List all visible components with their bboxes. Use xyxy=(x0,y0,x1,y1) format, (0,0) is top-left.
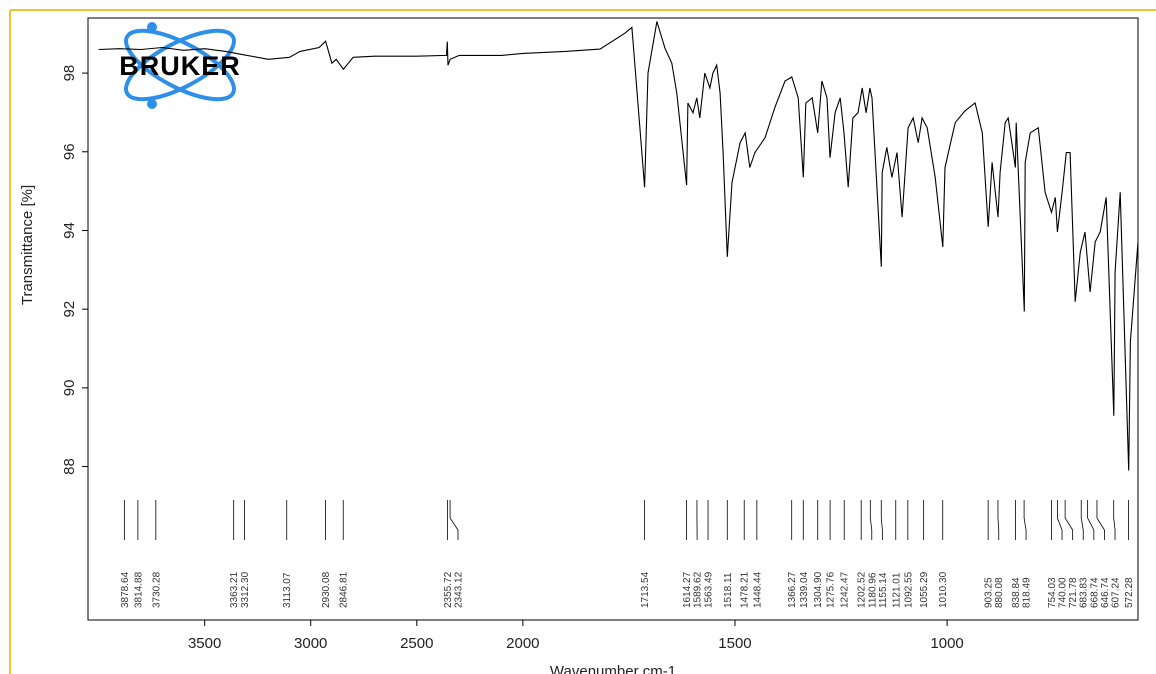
logo: BRUKER xyxy=(119,22,241,109)
logo-orbit xyxy=(124,28,236,102)
y-tick-label: 98 xyxy=(61,65,78,82)
x-tick-label: 1500 xyxy=(718,635,751,652)
peak-marker xyxy=(869,500,873,540)
peak-marker xyxy=(1056,500,1063,540)
y-axis-label: Transmittance [%] xyxy=(19,185,36,305)
plot-frame xyxy=(87,17,1139,621)
peak-label: 1242.47 xyxy=(840,571,851,608)
peak-label: 1448.44 xyxy=(752,571,763,608)
peak-label: 1055.29 xyxy=(919,571,930,608)
peak-label: 880.08 xyxy=(994,577,1005,608)
x-axis-label: Wavenumber cm-1 xyxy=(550,663,676,674)
peak-label: 2930.08 xyxy=(321,571,332,608)
peak-label: 1304.90 xyxy=(813,571,824,608)
peak-label: 1563.49 xyxy=(704,571,715,608)
peak-label: 668.74 xyxy=(1089,577,1100,608)
logo-dot xyxy=(147,99,157,109)
x-tick-label: 3500 xyxy=(188,635,221,652)
peak-marker xyxy=(1096,500,1105,540)
peak-label: 1092.55 xyxy=(903,571,914,608)
peak-marker xyxy=(997,500,1000,540)
peak-label: 3113.07 xyxy=(282,572,293,608)
peak-label: 818.49 xyxy=(1022,577,1033,608)
peak-label: 1180.96 xyxy=(867,572,878,608)
peak-label: 607.24 xyxy=(1111,577,1122,608)
peak-label: 838.84 xyxy=(1011,577,1022,608)
peak-marker xyxy=(1080,500,1084,540)
peak-label: 1121.01 xyxy=(891,572,902,608)
peak-label: 2343.12 xyxy=(453,571,464,608)
peak-marker xyxy=(449,500,459,540)
peak-label: 2355.72 xyxy=(443,571,454,608)
peak-marker xyxy=(1064,500,1074,540)
peak-label: 3730.28 xyxy=(151,571,162,608)
peak-label: 3878.64 xyxy=(120,571,131,608)
peak-marker xyxy=(1023,500,1027,540)
logo-text: BRUKER xyxy=(119,51,241,81)
peak-marker xyxy=(1113,500,1116,540)
peak-label: 1202.52 xyxy=(857,571,868,608)
peak-label: 683.83 xyxy=(1079,577,1090,608)
y-tick-label: 96 xyxy=(61,143,78,160)
x-tick-label: 2000 xyxy=(506,635,539,652)
peak-marker xyxy=(1087,500,1095,540)
peak-label: 721.78 xyxy=(1068,577,1079,608)
x-tick-label: 2500 xyxy=(400,635,433,652)
peak-label: 1275.76 xyxy=(826,571,837,608)
peak-label: 3312.30 xyxy=(240,571,251,608)
peak-label: 1518.11 xyxy=(723,572,734,608)
y-tick-label: 94 xyxy=(61,222,78,239)
x-tick-label: 1000 xyxy=(930,635,963,652)
peak-label: 1614.27 xyxy=(682,571,693,608)
x-tick-label: 3000 xyxy=(294,635,327,652)
peak-label: 2846.81 xyxy=(339,571,350,608)
peak-label: 3363.21 xyxy=(229,571,240,608)
peak-label: 754.03 xyxy=(1047,577,1058,608)
peak-label: 1010.30 xyxy=(938,571,949,608)
peak-label: 1713.54 xyxy=(640,571,651,608)
peak-label: 646.74 xyxy=(1100,577,1111,608)
y-tick-label: 88 xyxy=(61,458,78,475)
peak-label: 1589.62 xyxy=(693,571,704,608)
peak-label: 740.00 xyxy=(1058,577,1069,608)
peak-label: 1478.21 xyxy=(740,571,751,608)
peak-label: 3814.88 xyxy=(133,571,144,608)
peak-label: 1339.04 xyxy=(799,571,810,608)
spectrum-line xyxy=(98,21,1139,471)
y-tick-label: 90 xyxy=(61,380,78,397)
logo-orbit xyxy=(124,28,236,102)
peak-label: 903.25 xyxy=(984,577,995,608)
peak-label: 1155.14 xyxy=(878,572,889,608)
peak-label: 572.28 xyxy=(1124,577,1135,608)
y-tick-label: 92 xyxy=(61,301,78,318)
peak-marker xyxy=(880,500,883,540)
logo-dot xyxy=(147,22,157,32)
peak-label: 1366.27 xyxy=(787,571,798,608)
